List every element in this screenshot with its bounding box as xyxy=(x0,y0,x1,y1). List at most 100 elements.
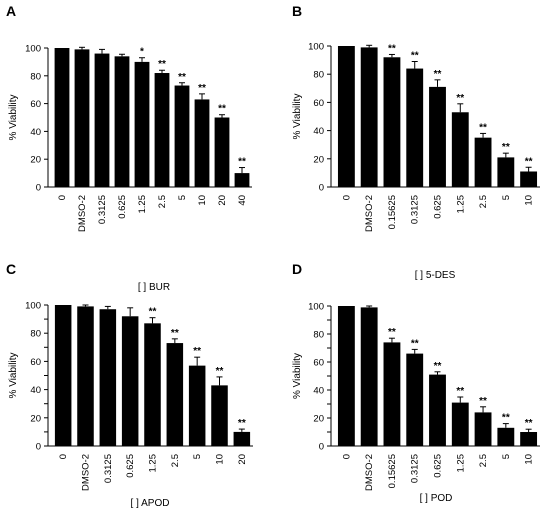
y-tick-label: 100 xyxy=(308,302,324,313)
y-tick-label: 80 xyxy=(313,330,324,341)
y-tick-label: 100 xyxy=(308,42,324,53)
significance-marker: ** xyxy=(434,361,442,372)
bar xyxy=(121,316,139,446)
x-tick-label: 20 xyxy=(217,195,228,206)
bar xyxy=(406,68,424,187)
x-tick-label: 0 xyxy=(341,454,352,459)
significance-marker: ** xyxy=(479,396,487,407)
y-tick-label: 100 xyxy=(25,44,41,55)
y-tick-label: 0 xyxy=(36,183,41,194)
bar xyxy=(429,374,446,446)
x-tick-label: 1.25 xyxy=(137,195,148,214)
x-tick-label: 10 xyxy=(524,454,535,465)
y-tick-label: 80 xyxy=(313,70,324,81)
x-tick-label: 0.625 xyxy=(125,454,136,478)
bar xyxy=(211,385,228,446)
y-tick-label: 20 xyxy=(30,413,41,424)
x-tick-label: 5 xyxy=(192,454,203,459)
bar xyxy=(194,99,210,187)
x-tick-label: 1.25 xyxy=(455,195,466,214)
x-axis-label: [ ] 5-DES xyxy=(415,270,456,281)
significance-marker: ** xyxy=(456,93,464,104)
bar xyxy=(174,85,190,187)
x-tick-label: 0.15625 xyxy=(387,195,398,229)
x-tick-label: 5 xyxy=(177,195,188,200)
bar xyxy=(474,412,492,446)
panel-A: A 0 20 40 60 80 100 % Viability 0 DMSO-2 0.3125 0.6… xyxy=(6,3,252,293)
significance-marker: ** xyxy=(193,346,201,357)
significance-marker: ** xyxy=(525,156,533,167)
y-axis-label: % Viability xyxy=(292,353,303,399)
bar xyxy=(429,86,446,187)
y-tick-label: 0 xyxy=(319,442,324,453)
bar xyxy=(166,343,184,446)
bar xyxy=(99,309,117,446)
x-tick-label: 0.3125 xyxy=(410,454,421,483)
x-tick-label: 10 xyxy=(197,195,208,206)
x-axis-label: [ ] APOD xyxy=(131,498,170,509)
x-tick-label: DMSO-2 xyxy=(77,195,88,232)
y-tick-label: 60 xyxy=(313,358,324,369)
significance-marker: ** xyxy=(178,72,186,83)
bar xyxy=(234,173,250,187)
bar xyxy=(154,73,170,187)
x-tick-label: 5 xyxy=(501,195,512,200)
bar xyxy=(337,46,355,187)
x-tick-label: 2.5 xyxy=(157,195,168,208)
x-tick-label: 0.3125 xyxy=(103,454,114,483)
significance-marker: ** xyxy=(149,307,157,318)
bar xyxy=(337,306,355,446)
x-tick-label: 0.15625 xyxy=(387,454,398,488)
y-tick-label: 60 xyxy=(30,357,41,368)
x-tick-label: 2.5 xyxy=(478,195,489,208)
bar xyxy=(497,427,515,446)
bar xyxy=(188,365,206,446)
panel-letter: B xyxy=(292,3,302,19)
bar xyxy=(383,342,401,446)
y-tick-label: 20 xyxy=(313,414,324,425)
x-tick-label: 0 xyxy=(57,195,68,200)
x-tick-label: 2.5 xyxy=(170,454,181,467)
panel-B: B 0 20 40 60 80 100 % Viability 0 DMSO-2 ** 0.15625… xyxy=(292,3,540,281)
significance-marker: ** xyxy=(238,418,246,429)
panel-C: C 0 20 40 60 80 100 % Viability 0 DMSO-2 0.3125 0.6… xyxy=(6,261,253,509)
bar xyxy=(144,323,161,446)
bar xyxy=(360,307,378,446)
y-tick-label: 0 xyxy=(319,183,324,194)
y-tick-label: 60 xyxy=(30,99,41,110)
x-tick-label: 1.25 xyxy=(148,454,159,473)
significance-marker: ** xyxy=(218,104,226,115)
y-tick-label: 20 xyxy=(313,154,324,165)
bar xyxy=(214,117,230,187)
bar xyxy=(383,57,401,187)
bar xyxy=(520,432,538,446)
y-axis-label: % Viability xyxy=(8,353,19,399)
y-axis-label: % Viability xyxy=(292,94,303,140)
bar xyxy=(233,431,251,446)
bar xyxy=(451,402,469,446)
y-tick-label: 40 xyxy=(313,386,324,397)
y-tick-label: 20 xyxy=(30,155,41,166)
y-axis-label: % Viability xyxy=(8,95,19,141)
x-tick-label: 0.625 xyxy=(433,454,444,478)
y-tick-label: 40 xyxy=(30,385,41,396)
x-tick-label: DMSO-2 xyxy=(81,454,92,491)
significance-marker: * xyxy=(140,47,144,58)
x-tick-label: 0.625 xyxy=(117,195,128,219)
x-tick-label: 20 xyxy=(237,454,248,465)
x-tick-label: 2.5 xyxy=(478,454,489,467)
significance-marker: ** xyxy=(171,328,179,339)
significance-marker: ** xyxy=(411,51,419,62)
y-tick-label: 40 xyxy=(30,127,41,138)
x-tick-label: 0 xyxy=(58,454,69,459)
y-tick-label: 40 xyxy=(313,126,324,137)
significance-marker: ** xyxy=(158,59,166,70)
x-tick-label: DMSO-2 xyxy=(364,195,375,232)
significance-marker: ** xyxy=(479,122,487,133)
bar xyxy=(74,49,90,187)
x-tick-label: 0.3125 xyxy=(97,195,108,224)
x-axis-label: [ ] BUR xyxy=(138,282,170,293)
bar xyxy=(474,137,492,187)
bar xyxy=(77,306,94,446)
